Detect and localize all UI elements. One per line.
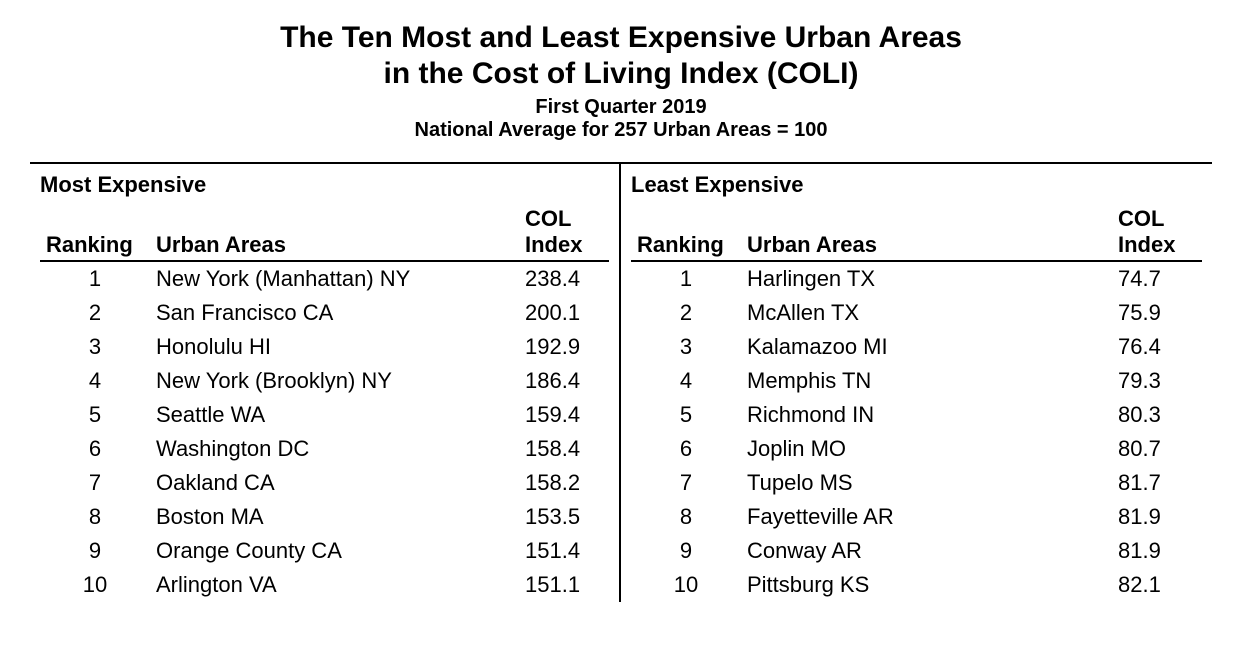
table-row: 7Oakland CA158.2	[40, 466, 609, 500]
cell-ranking: 9	[40, 534, 150, 568]
table-row: 1New York (Manhattan) NY238.4	[40, 261, 609, 296]
title-line-1: The Ten Most and Least Expensive Urban A…	[30, 20, 1212, 56]
table-row: 9Orange County CA151.4	[40, 534, 609, 568]
cell-col-index: 192.9	[519, 330, 609, 364]
table-row: 3Kalamazoo MI76.4	[631, 330, 1202, 364]
table-row: 2McAllen TX75.9	[631, 296, 1202, 330]
cell-col-index: 81.7	[1112, 466, 1202, 500]
title-block: The Ten Most and Least Expensive Urban A…	[30, 20, 1212, 142]
col-header-ranking: Ranking	[631, 204, 741, 261]
cell-urban-area: Washington DC	[150, 432, 519, 466]
table-row: 8Fayetteville AR81.9	[631, 500, 1202, 534]
table-row: 5Seattle WA159.4	[40, 398, 609, 432]
cell-urban-area: McAllen TX	[741, 296, 1112, 330]
cell-col-index: 151.1	[519, 568, 609, 602]
tables-wrap: Most Expensive Ranking Urban Areas COL I…	[30, 164, 1212, 602]
cell-urban-area: Pittsburg KS	[741, 568, 1112, 602]
cell-ranking: 3	[40, 330, 150, 364]
col-header-col-index: COL Index	[1112, 204, 1202, 261]
cell-col-index: 80.7	[1112, 432, 1202, 466]
cell-urban-area: Richmond IN	[741, 398, 1112, 432]
cell-urban-area: Honolulu HI	[150, 330, 519, 364]
cell-urban-area: Joplin MO	[741, 432, 1112, 466]
most-expensive-header: Most Expensive	[40, 172, 609, 198]
cell-urban-area: New York (Brooklyn) NY	[150, 364, 519, 398]
cell-urban-area: Arlington VA	[150, 568, 519, 602]
cell-col-index: 74.7	[1112, 261, 1202, 296]
table-row: 1Harlingen TX74.7	[631, 261, 1202, 296]
cell-ranking: 7	[40, 466, 150, 500]
cell-urban-area: Conway AR	[741, 534, 1112, 568]
cell-col-index: 158.4	[519, 432, 609, 466]
col-header-urban-areas: Urban Areas	[741, 204, 1112, 261]
cell-col-index: 159.4	[519, 398, 609, 432]
table-row: 2San Francisco CA200.1	[40, 296, 609, 330]
cell-urban-area: Seattle WA	[150, 398, 519, 432]
cell-urban-area: Orange County CA	[150, 534, 519, 568]
table-row: 6Washington DC158.4	[40, 432, 609, 466]
col-header-ranking: Ranking	[40, 204, 150, 261]
cell-ranking: 7	[631, 466, 741, 500]
cell-ranking: 5	[631, 398, 741, 432]
cell-urban-area: Kalamazoo MI	[741, 330, 1112, 364]
cell-col-index: 151.4	[519, 534, 609, 568]
cell-col-index: 200.1	[519, 296, 609, 330]
cell-urban-area: Oakland CA	[150, 466, 519, 500]
table-row: 5Richmond IN80.3	[631, 398, 1202, 432]
title-line-2: in the Cost of Living Index (COLI)	[30, 56, 1212, 92]
cell-ranking: 10	[631, 568, 741, 602]
table-row: 10Arlington VA151.1	[40, 568, 609, 602]
table-row: 9Conway AR81.9	[631, 534, 1202, 568]
table-row: 7Tupelo MS81.7	[631, 466, 1202, 500]
col-header-col-index: COL Index	[519, 204, 609, 261]
cell-col-index: 75.9	[1112, 296, 1202, 330]
least-expensive-table: Ranking Urban Areas COL Index 1Harlingen…	[631, 204, 1202, 602]
most-expensive-table: Ranking Urban Areas COL Index 1New York …	[40, 204, 609, 602]
cell-ranking: 1	[631, 261, 741, 296]
cell-urban-area: Boston MA	[150, 500, 519, 534]
cell-urban-area: Memphis TN	[741, 364, 1112, 398]
cell-ranking: 1	[40, 261, 150, 296]
cell-ranking: 10	[40, 568, 150, 602]
cell-urban-area: New York (Manhattan) NY	[150, 261, 519, 296]
cell-col-index: 80.3	[1112, 398, 1202, 432]
table-row: 4Memphis TN79.3	[631, 364, 1202, 398]
cell-col-index: 153.5	[519, 500, 609, 534]
table-row: 8Boston MA153.5	[40, 500, 609, 534]
cell-ranking: 9	[631, 534, 741, 568]
subtitle-national-avg: National Average for 257 Urban Areas = 1…	[30, 119, 1212, 142]
cell-col-index: 79.3	[1112, 364, 1202, 398]
cell-col-index: 76.4	[1112, 330, 1202, 364]
cell-col-index: 82.1	[1112, 568, 1202, 602]
cell-ranking: 2	[631, 296, 741, 330]
cell-urban-area: San Francisco CA	[150, 296, 519, 330]
least-expensive-column: Least Expensive Ranking Urban Areas COL …	[621, 164, 1212, 602]
cell-ranking: 2	[40, 296, 150, 330]
cell-col-index: 81.9	[1112, 534, 1202, 568]
cell-col-index: 186.4	[519, 364, 609, 398]
cell-urban-area: Fayetteville AR	[741, 500, 1112, 534]
cell-ranking: 8	[40, 500, 150, 534]
table-row: 10Pittsburg KS82.1	[631, 568, 1202, 602]
table-row: 4New York (Brooklyn) NY186.4	[40, 364, 609, 398]
cell-col-index: 238.4	[519, 261, 609, 296]
cell-urban-area: Harlingen TX	[741, 261, 1112, 296]
cell-ranking: 4	[631, 364, 741, 398]
cell-ranking: 8	[631, 500, 741, 534]
cell-ranking: 5	[40, 398, 150, 432]
table-row: 6Joplin MO80.7	[631, 432, 1202, 466]
cell-urban-area: Tupelo MS	[741, 466, 1112, 500]
col-header-urban-areas: Urban Areas	[150, 204, 519, 261]
cell-ranking: 6	[631, 432, 741, 466]
cell-col-index: 81.9	[1112, 500, 1202, 534]
most-expensive-column: Most Expensive Ranking Urban Areas COL I…	[30, 164, 621, 602]
cell-ranking: 6	[40, 432, 150, 466]
least-expensive-header: Least Expensive	[631, 172, 1202, 198]
table-row: 3Honolulu HI192.9	[40, 330, 609, 364]
cell-ranking: 3	[631, 330, 741, 364]
cell-col-index: 158.2	[519, 466, 609, 500]
subtitle-quarter: First Quarter 2019	[30, 96, 1212, 119]
cell-ranking: 4	[40, 364, 150, 398]
